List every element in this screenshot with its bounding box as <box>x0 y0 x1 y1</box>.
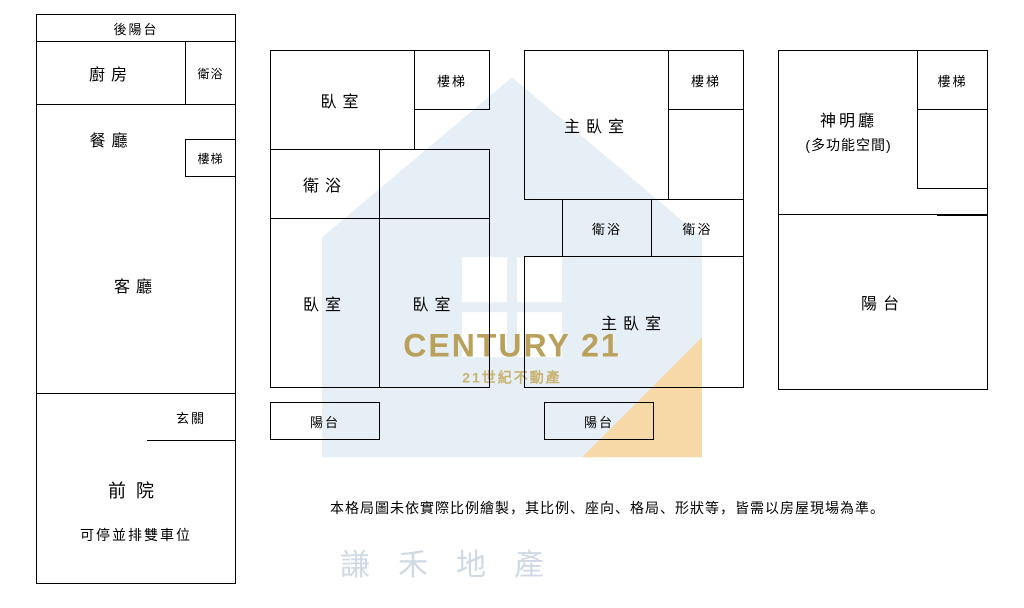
spacer-f2-a <box>414 109 490 150</box>
room-bed2-f2: 臥室 <box>270 218 380 388</box>
room-master2-f3: 主臥室 <box>524 256 744 388</box>
room-front-yard: 前院 可停並排雙車位 <box>36 440 236 584</box>
room-balcony-f3: 陽台 <box>544 402 654 440</box>
room-rear-balcony: 後陽台 <box>36 14 236 42</box>
room-stairs-f1: 樓梯 <box>185 139 236 177</box>
room-bath-f2: 衛浴 <box>270 149 380 219</box>
room-stairs-f2: 樓梯 <box>414 50 490 110</box>
spacer-f4-b <box>937 188 988 216</box>
room-balcony-f4: 陽台 <box>778 214 988 390</box>
room-bath2-f3: 衛浴 <box>651 199 744 257</box>
floor-1: 後陽台 廚房 衛浴 餐廳 樓梯 客廳 玄關 前院 可停並排雙車位 <box>36 14 236 584</box>
floor-2: 臥室 樓梯 衛浴 臥室 臥室 陽台 <box>270 50 490 440</box>
disclaimer-text: 本格局圖未依實際比例繪製，其比例、座向、格局、形狀等，皆需以房屋現場為準。 <box>330 498 885 518</box>
shrine-label-2: (多功能空間) <box>805 134 891 156</box>
room-living: 客廳 <box>36 176 236 394</box>
room-dining: 餐廳 <box>36 104 186 172</box>
spacer-f4-a <box>917 109 988 189</box>
front-yard-label: 前院 <box>108 477 164 506</box>
room-stairs-f3: 樓梯 <box>668 50 744 110</box>
room-shrine: 神明廳 (多功能空間) <box>778 50 918 215</box>
room-balcony-f2: 陽台 <box>270 402 380 440</box>
shrine-label-1: 神明廳 <box>820 109 877 135</box>
room-bath1-f3: 衛浴 <box>562 199 652 257</box>
room-entrance: 玄關 <box>147 393 236 441</box>
room-bath-f1: 衛浴 <box>185 41 236 105</box>
footer-brand: 謙禾地產 <box>340 540 572 584</box>
floor-3: 樓梯 主臥室 衛浴 衛浴 主臥室 陽台 <box>524 50 744 440</box>
room-kitchen: 廚房 <box>36 41 186 105</box>
floor-4: 樓梯 神明廳 (多功能空間) 陽台 <box>778 50 988 390</box>
room-stairs-f4: 樓梯 <box>917 50 988 110</box>
room-master1-f3: 主臥室 <box>524 50 669 200</box>
room-bed1-f2: 臥室 <box>270 50 415 150</box>
spacer-f2-b <box>379 149 490 219</box>
parking-label: 可停並排雙車位 <box>80 524 192 546</box>
spacer-f3-a <box>668 109 744 200</box>
room-bed3-f2: 臥室 <box>379 218 490 388</box>
